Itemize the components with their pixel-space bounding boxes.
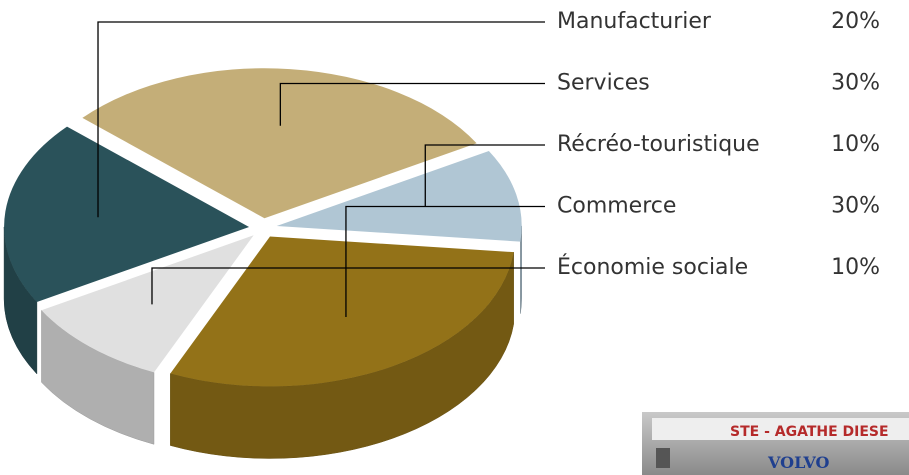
window xyxy=(656,448,670,468)
photo: STE - AGATHE DIESE VOLVO xyxy=(642,412,909,475)
leader-line xyxy=(97,21,545,218)
leader-line xyxy=(279,82,545,126)
slice xyxy=(4,126,250,302)
legend-label: Récréo-touristique xyxy=(557,132,760,157)
sign-board xyxy=(652,418,909,440)
brand-text: VOLVO xyxy=(767,453,830,472)
slice xyxy=(41,235,254,373)
legend-label: Économie sociale xyxy=(557,254,748,280)
value-label: 10% xyxy=(831,255,880,280)
slice xyxy=(82,68,477,219)
pie-chart: Manufacturier 20% Services 30% Récréo-touris… xyxy=(3,9,880,459)
legend-label: Commerce xyxy=(557,194,676,219)
slice xyxy=(170,236,514,387)
value-label: 10% xyxy=(831,132,880,157)
leader-line xyxy=(151,267,545,305)
value-label: 30% xyxy=(831,71,880,96)
value-label: 20% xyxy=(831,9,880,34)
leader-line xyxy=(345,205,545,318)
sign-text: STE - AGATHE DIESE xyxy=(730,424,889,440)
legend-label: Manufacturier xyxy=(557,9,712,34)
slice-side xyxy=(41,309,155,445)
leader-line xyxy=(424,144,545,207)
legend-label: Services xyxy=(557,71,650,96)
slice xyxy=(276,150,522,242)
value-label: 30% xyxy=(831,194,880,219)
